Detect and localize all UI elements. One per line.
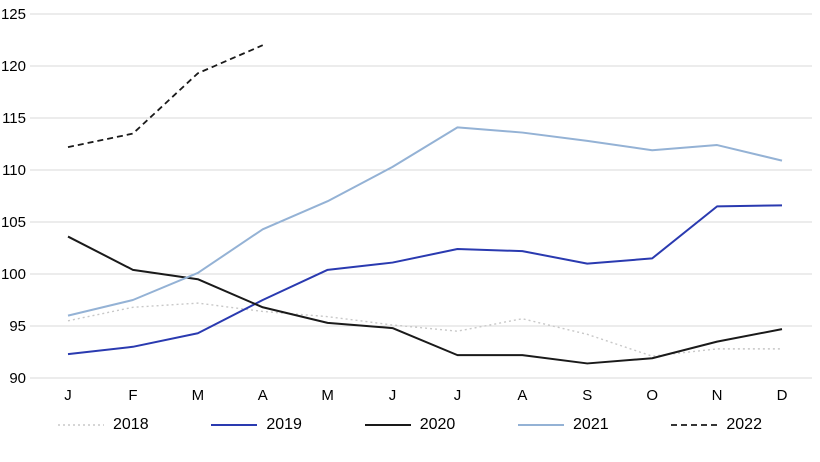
legend-item-2020[interactable]: 2020: [364, 416, 456, 434]
y-axis-tick-label: 110: [2, 162, 26, 179]
x-axis-tick-label: J: [454, 387, 462, 404]
y-axis-tick-label: 115: [2, 110, 26, 127]
x-axis-tick-label: A: [517, 387, 527, 404]
y-axis-tick-label: 100: [1, 266, 26, 283]
series-line-2019: [67, 204, 783, 356]
chart-legend: 2018 2019 2020 2021 2022: [0, 408, 820, 434]
x-axis-tick-label: O: [646, 387, 658, 404]
x-axis-tick-label: M: [321, 387, 334, 404]
legend-item-2018[interactable]: 2018: [58, 416, 149, 434]
x-axis-tick-label: J: [64, 387, 72, 404]
y-axis-tick-label: 105: [1, 214, 26, 231]
y-axis-tick-label: 120: [1, 58, 26, 75]
x-axis-tick-label: S: [582, 387, 592, 404]
y-axis-tick-label: 95: [9, 318, 26, 335]
x-axis-tick-label: M: [192, 387, 205, 404]
x-axis-tick-label: A: [258, 387, 268, 404]
legend-item-2021[interactable]: 2021: [518, 416, 609, 434]
legend-line-sample-2020: [364, 424, 411, 426]
legend-label: 2020: [419, 416, 456, 433]
legend-item-2022[interactable]: 2022: [671, 416, 762, 434]
chart-canvas: 90 95 100 105 110 115 120 125 J F M A M J J A S O N D: [1, 6, 812, 404]
x-axis-tick-label: J: [389, 387, 397, 404]
legend-item-2019[interactable]: 2019: [211, 416, 302, 434]
legend-label: 2018: [113, 416, 149, 433]
legend-line-sample-2018: [58, 424, 104, 426]
x-axis-tick-label: N: [712, 387, 723, 404]
line-chart: 90 95 100 105 110 115 120 125 J F M A M J J A S O N D: [1, 6, 812, 404]
legend-label: 2022: [726, 416, 762, 433]
series-line-2021: [67, 126, 783, 317]
legend-label: 2021: [573, 416, 609, 433]
legend-line-sample-2022: [671, 424, 718, 426]
y-axis-tick-label: 90: [9, 370, 26, 387]
series-line-2022: [67, 44, 264, 149]
legend-label: 2019: [266, 416, 302, 433]
y-axis-tick-label: 125: [1, 6, 26, 23]
legend-line-sample-2019: [211, 424, 258, 426]
legend-line-sample-2021: [518, 424, 565, 426]
x-axis-tick-label: D: [777, 387, 788, 404]
series-line-2018: [67, 302, 782, 357]
x-axis-tick-label: F: [128, 387, 137, 404]
